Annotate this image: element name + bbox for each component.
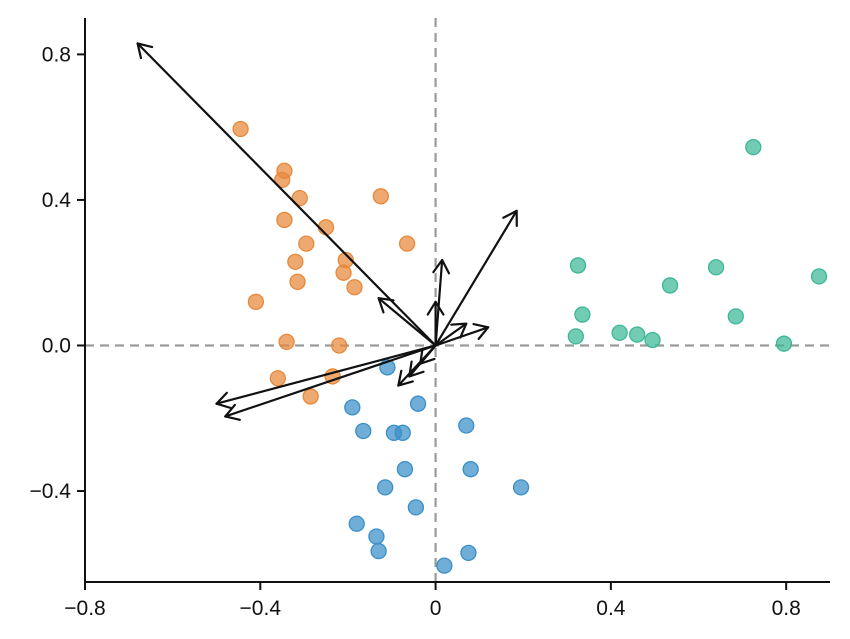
loading-vectors xyxy=(136,42,518,421)
data-point xyxy=(355,422,372,440)
vector-shaft xyxy=(224,344,437,418)
data-point xyxy=(269,370,286,387)
data-point xyxy=(274,171,291,189)
y-tick-label: 0.0 xyxy=(42,334,71,357)
x-tick-label: 0.8 xyxy=(772,597,801,620)
vector-shaft xyxy=(419,344,437,365)
data-point xyxy=(317,219,335,236)
series-2 xyxy=(344,359,530,574)
vector-shaft xyxy=(434,322,468,347)
vector-shaft xyxy=(377,297,437,347)
data-point xyxy=(810,268,828,285)
data-point xyxy=(396,461,414,478)
data-point xyxy=(372,188,389,205)
data-point xyxy=(232,120,249,138)
vector-arrow xyxy=(419,344,437,365)
vector-arrow xyxy=(215,344,437,410)
vector-arrowhead xyxy=(377,297,395,314)
series-3 xyxy=(567,139,828,352)
data-point xyxy=(368,528,385,545)
data-point xyxy=(727,308,744,325)
data-point xyxy=(346,279,363,296)
data-point xyxy=(394,424,411,441)
data-point xyxy=(289,273,306,290)
data-point xyxy=(629,326,646,343)
data-point xyxy=(745,139,762,156)
data-point xyxy=(775,335,793,352)
zero-reference-lines xyxy=(85,18,830,582)
vector-arrowhead xyxy=(136,42,154,60)
vector-arrowhead xyxy=(426,300,445,316)
vector-shaft xyxy=(136,42,437,347)
data-point xyxy=(370,542,387,560)
x-tick-label: 0 xyxy=(430,597,442,620)
data-point xyxy=(278,333,295,350)
data-point xyxy=(335,264,352,281)
data-point xyxy=(409,395,427,412)
vector-arrow xyxy=(434,209,518,347)
data-point xyxy=(458,417,475,434)
vector-arrow xyxy=(434,322,468,347)
data-point xyxy=(398,235,416,252)
vector-arrowhead xyxy=(450,322,468,339)
data-point xyxy=(567,328,584,345)
vector-shaft xyxy=(434,209,518,347)
series-1 xyxy=(232,120,416,405)
data-point xyxy=(298,235,315,252)
vector-arrowhead xyxy=(224,403,241,421)
y-tick-label: 0.8 xyxy=(42,43,71,66)
vector-arrowhead xyxy=(408,360,425,378)
vector-arrowhead xyxy=(472,322,490,340)
data-point xyxy=(661,277,679,294)
data-point xyxy=(574,306,591,323)
vector-arrow xyxy=(136,42,437,347)
vector-arrowhead xyxy=(215,391,232,410)
vector-arrowhead xyxy=(397,369,414,387)
data-point xyxy=(348,515,365,532)
data-point xyxy=(287,253,304,270)
vector-shaft xyxy=(215,344,437,405)
data-point xyxy=(460,544,477,562)
axes: −0.8 −0.4 0 0.4 0.8 −0.4 0.0 0.4 0.8 xyxy=(30,18,830,620)
data-point xyxy=(462,461,479,478)
data-point xyxy=(611,324,628,341)
data-point xyxy=(512,479,530,496)
data-point xyxy=(302,388,319,405)
data-point xyxy=(344,399,361,416)
data-point xyxy=(407,499,425,516)
vector-arrowhead xyxy=(432,258,451,275)
data-points xyxy=(232,120,828,574)
data-point xyxy=(707,259,725,276)
x-tick-label: 0.4 xyxy=(596,597,626,620)
vector-arrowhead xyxy=(502,209,518,227)
data-point xyxy=(436,557,453,574)
vector-arrow xyxy=(224,344,437,421)
x-tick-label: −0.8 xyxy=(64,597,105,620)
data-point xyxy=(644,331,661,349)
x-tick-label: −0.4 xyxy=(240,597,282,620)
data-point xyxy=(377,479,394,496)
data-point xyxy=(291,189,308,207)
vector-arrow xyxy=(377,297,437,347)
data-point xyxy=(569,257,587,274)
vector-arrow xyxy=(426,300,445,347)
vector-arrowhead xyxy=(419,347,436,365)
data-point xyxy=(276,211,293,229)
data-point xyxy=(247,293,265,310)
data-point xyxy=(331,337,348,354)
y-tick-label: 0.4 xyxy=(42,189,72,212)
y-tick-label: −0.4 xyxy=(30,480,72,503)
